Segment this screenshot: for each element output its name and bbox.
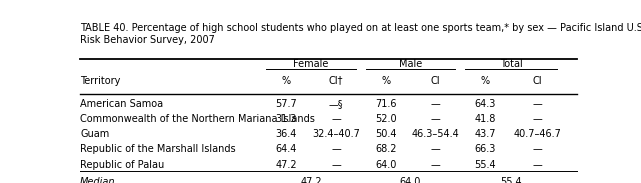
Text: Commonwealth of the Northern Mariana Islands: Commonwealth of the Northern Mariana Isl… (80, 114, 315, 124)
Text: 31.3: 31.3 (276, 114, 297, 124)
Text: Republic of the Marshall Islands: Republic of the Marshall Islands (80, 144, 236, 154)
Text: 66.3: 66.3 (474, 144, 495, 154)
Text: —: — (532, 99, 542, 109)
Text: —: — (532, 160, 542, 170)
Text: Guam: Guam (80, 129, 110, 139)
Text: 40.7–46.7: 40.7–46.7 (513, 129, 561, 139)
Text: 68.2: 68.2 (375, 144, 396, 154)
Text: 41.8: 41.8 (474, 114, 495, 124)
Text: 55.4: 55.4 (500, 177, 522, 183)
Text: 36.4: 36.4 (276, 129, 297, 139)
Text: Median: Median (80, 177, 115, 183)
Text: %: % (282, 76, 291, 85)
Text: CI†: CI† (329, 76, 343, 85)
Text: Republic of Palau: Republic of Palau (80, 160, 164, 170)
Text: 52.0: 52.0 (375, 114, 396, 124)
Text: 47.2: 47.2 (301, 177, 322, 183)
Text: 57.7: 57.7 (276, 99, 297, 109)
Text: 55.4: 55.4 (474, 160, 495, 170)
Text: CI: CI (431, 76, 440, 85)
Text: —: — (431, 160, 440, 170)
Text: —§: —§ (329, 99, 344, 109)
Text: Total: Total (500, 59, 522, 69)
Text: 43.7: 43.7 (474, 129, 495, 139)
Text: %: % (381, 76, 390, 85)
Text: —: — (431, 99, 440, 109)
Text: —: — (532, 114, 542, 124)
Text: 46.3–54.4: 46.3–54.4 (412, 129, 459, 139)
Text: Male: Male (399, 59, 422, 69)
Text: —: — (331, 144, 341, 154)
Text: 64.3: 64.3 (474, 99, 495, 109)
Text: Female: Female (294, 59, 329, 69)
Text: Territory: Territory (80, 76, 121, 85)
Text: —: — (331, 114, 341, 124)
Text: %: % (481, 76, 490, 85)
Text: 64.0: 64.0 (375, 160, 396, 170)
Text: 32.4–40.7: 32.4–40.7 (312, 129, 360, 139)
Text: 64.0: 64.0 (400, 177, 421, 183)
Text: —: — (331, 160, 341, 170)
Text: —: — (532, 144, 542, 154)
Text: —: — (431, 114, 440, 124)
Text: 71.6: 71.6 (375, 99, 396, 109)
Text: 50.4: 50.4 (375, 129, 396, 139)
Text: TABLE 40. Percentage of high school students who played on at least one sports t: TABLE 40. Percentage of high school stud… (80, 23, 641, 45)
Text: American Samoa: American Samoa (80, 99, 163, 109)
Text: CI: CI (532, 76, 542, 85)
Text: 47.2: 47.2 (276, 160, 297, 170)
Text: —: — (431, 144, 440, 154)
Text: 64.4: 64.4 (276, 144, 297, 154)
